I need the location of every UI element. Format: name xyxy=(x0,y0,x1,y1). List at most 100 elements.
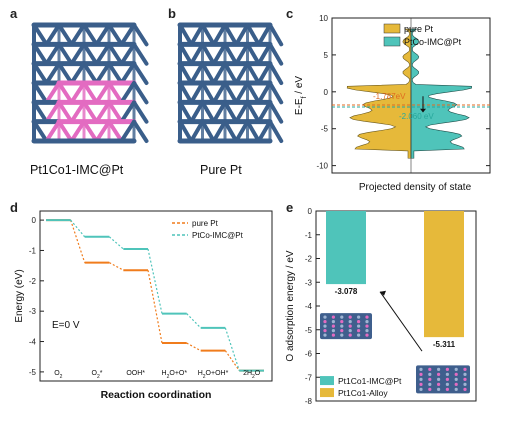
surface-atom xyxy=(357,324,361,328)
lattice-bond xyxy=(69,81,86,105)
category-label: H2O+OH* xyxy=(198,370,229,380)
y-tick-label: -5 xyxy=(305,326,313,335)
lattice-bond xyxy=(69,23,86,47)
surface-atom xyxy=(454,372,458,376)
energy-connector xyxy=(147,248,163,314)
legend-swatch xyxy=(320,388,334,398)
lattice-bond xyxy=(44,119,61,143)
surface-atom xyxy=(331,324,335,328)
y-tick-label: -6 xyxy=(305,350,313,359)
surface-model-inset xyxy=(416,365,470,394)
lattice-bond xyxy=(223,119,239,143)
surface-atom xyxy=(445,372,449,376)
lattice-bond xyxy=(234,42,250,66)
surface-atom xyxy=(323,329,327,333)
surface-atom xyxy=(348,329,352,333)
surface-atom xyxy=(463,367,467,371)
comparison-arrow-head xyxy=(380,290,386,296)
lattice-bond xyxy=(132,61,149,85)
surface-atom xyxy=(323,333,327,337)
lattice-bond xyxy=(132,100,149,124)
surface-atom xyxy=(419,367,423,371)
lattice-bond xyxy=(189,61,205,85)
y-tick-label: -5 xyxy=(321,125,329,134)
surface-atom xyxy=(428,372,432,376)
lattice-bond xyxy=(223,61,239,85)
y-tick-label: -3 xyxy=(29,307,37,316)
y-tick-label: -2 xyxy=(305,255,313,264)
surface-atom xyxy=(340,320,344,324)
comparison-arrow xyxy=(379,291,423,352)
adsorption-bar xyxy=(326,211,366,285)
legend-label: Pt1Co1-Alloy xyxy=(338,388,388,398)
lattice-bond xyxy=(57,100,74,124)
energy-connector xyxy=(109,262,124,271)
legend-label: PtCo-IMC@Pt xyxy=(192,231,244,240)
lattice-bond xyxy=(57,42,74,66)
panel-label-b: b xyxy=(168,6,176,21)
lattice-bond xyxy=(223,23,239,47)
surface-atom xyxy=(357,320,361,324)
panel-label-e: e xyxy=(286,200,294,215)
energy-connector xyxy=(186,313,202,329)
lattice-bond xyxy=(94,119,111,143)
lattice-bond xyxy=(234,100,250,124)
surface-atom xyxy=(419,387,423,391)
caption-a: Pt1Co1-IMC@Pt xyxy=(30,163,124,177)
surface-atom xyxy=(348,320,352,324)
lattice-bond xyxy=(94,23,111,47)
lattice-bond xyxy=(245,42,261,66)
lattice-bond xyxy=(223,42,239,66)
surface-atom xyxy=(437,372,441,376)
lattice-bond xyxy=(234,81,250,105)
legend-swatch xyxy=(383,23,401,34)
lattice-bond xyxy=(32,81,49,105)
pdos-chart: 10 5 0 -5 -10 -1.787eV -2.060 eV pure Pt PtCo-IM… xyxy=(294,14,491,193)
lattice-bond xyxy=(223,81,239,105)
y-tick-label: -7 xyxy=(305,373,313,382)
lattice-bond xyxy=(94,81,111,105)
surface-atom xyxy=(340,324,344,328)
x-axis-label: Projected density of state xyxy=(359,182,472,193)
lattice-bond xyxy=(69,61,86,85)
category-label: 2H2O xyxy=(243,370,261,380)
lattice-bond xyxy=(211,119,227,143)
free-energy-chart: 0 -1 -2 -3 -4 -5 O2 O2* OOH* H2O+O* H2O+OH* 2H2O pur… xyxy=(14,210,273,401)
surface-atom xyxy=(445,387,449,391)
energy-connector xyxy=(224,327,240,371)
lattice-bond xyxy=(119,42,136,66)
y-tick-label: 0 xyxy=(324,88,329,97)
lattice-bond xyxy=(245,61,261,85)
surface-atom xyxy=(340,333,344,337)
lattice-bond xyxy=(256,119,272,143)
lattice-bond xyxy=(132,42,149,66)
y-tick-label: -4 xyxy=(29,338,37,347)
lattice-bond xyxy=(107,119,124,143)
lattice-bond xyxy=(32,119,49,143)
legend-label: pure Pt xyxy=(192,219,219,228)
surface-atom xyxy=(428,387,432,391)
pure-pt-dos-area xyxy=(346,28,412,159)
surface-atom xyxy=(445,382,449,386)
lattice-bond xyxy=(32,42,49,66)
potential-annotation: E=0 V xyxy=(52,320,80,331)
lattice-bond xyxy=(94,61,111,85)
y-tick-label: 10 xyxy=(319,14,328,23)
surface-atom xyxy=(428,367,432,371)
lattice-bond xyxy=(32,23,49,47)
surface-atom xyxy=(331,315,335,319)
lattice-bond xyxy=(200,23,216,47)
surface-slab xyxy=(416,365,470,394)
lattice-bond xyxy=(82,100,99,124)
surface-atom xyxy=(454,382,458,386)
legend-label: PtCo-IMC@Pt xyxy=(404,37,462,47)
lattice-bond xyxy=(119,81,136,105)
surface-atom xyxy=(348,315,352,319)
surface-atom xyxy=(331,329,335,333)
y-tick-label: -5 xyxy=(29,368,37,377)
lattice-bond xyxy=(57,23,74,47)
lattice-bond xyxy=(245,81,261,105)
lattice-bond xyxy=(44,23,61,47)
lattice-bond xyxy=(268,42,284,66)
o-adsorption-chart: 0 -1 -2 -3 -4 -5 -6 -7 -8 -3.078 -5.311 Pt1Co1-IMC@… xyxy=(285,207,477,406)
